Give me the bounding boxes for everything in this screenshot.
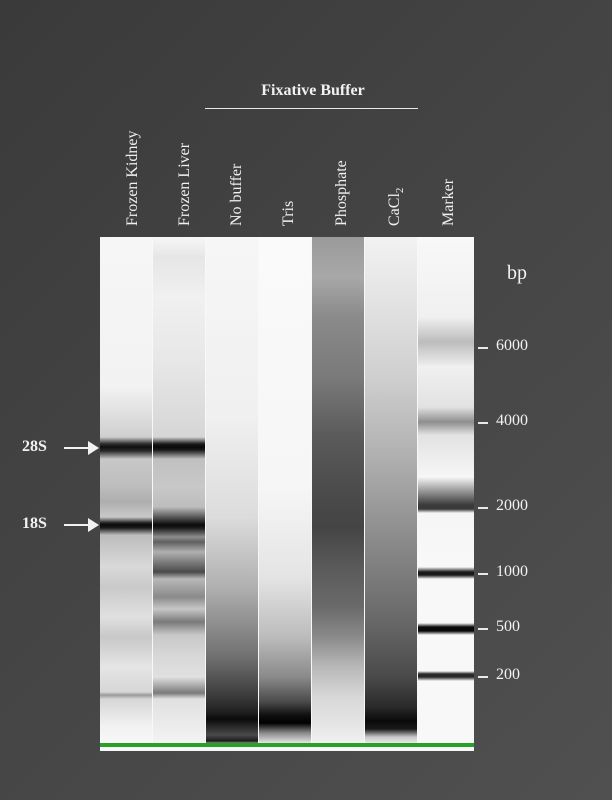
tick-label-200: 200 — [496, 666, 520, 683]
lane-label-frozen-liver: Frozen Liver — [176, 142, 193, 226]
lane-label-tris: Tris — [280, 200, 297, 226]
lane-label-phosphate: Phosphate — [333, 160, 350, 226]
tick-label-1000: 1000 — [496, 563, 528, 580]
arrow-28s-icon — [88, 441, 99, 455]
label-28s: 28S — [22, 438, 47, 455]
lane-label-cacl2: CaCl2 — [386, 188, 406, 226]
cacl2-text: CaCl — [386, 193, 403, 226]
lane-no-buffer — [206, 237, 258, 745]
lane-phosphate — [312, 237, 364, 745]
tick-label-4000: 4000 — [496, 412, 528, 429]
tick-4000 — [478, 422, 488, 424]
tick-1000 — [478, 573, 488, 575]
tick-label-500: 500 — [496, 618, 520, 635]
tick-label-2000: 2000 — [496, 497, 528, 514]
gel-image — [100, 237, 474, 751]
lane-marker — [418, 237, 474, 745]
lane-tris — [259, 237, 311, 745]
group-underline — [205, 108, 418, 109]
lane-frozen-liver — [153, 237, 205, 745]
label-18s: 18S — [22, 515, 47, 532]
tick-6000 — [478, 347, 488, 349]
gel-baseline — [100, 743, 474, 747]
arrow-18s-shaft — [64, 524, 88, 526]
tick-200 — [478, 676, 488, 678]
unit-label: bp — [507, 262, 527, 284]
lane-cacl2 — [365, 237, 417, 745]
tick-500 — [478, 628, 488, 630]
lane-label-no-buffer: No buffer — [228, 163, 245, 226]
group-title: Fixative Buffer — [261, 82, 365, 99]
tick-label-6000: 6000 — [496, 337, 528, 354]
arrow-28s-shaft — [64, 447, 88, 449]
lane-label-frozen-kidney: Frozen Kidney — [124, 130, 141, 226]
lane-label-marker: Marker — [440, 178, 457, 226]
lane-frozen-kidney — [100, 237, 152, 745]
tick-2000 — [478, 507, 488, 509]
cacl2-subscript: 2 — [394, 187, 407, 194]
arrow-18s-icon — [88, 518, 99, 532]
